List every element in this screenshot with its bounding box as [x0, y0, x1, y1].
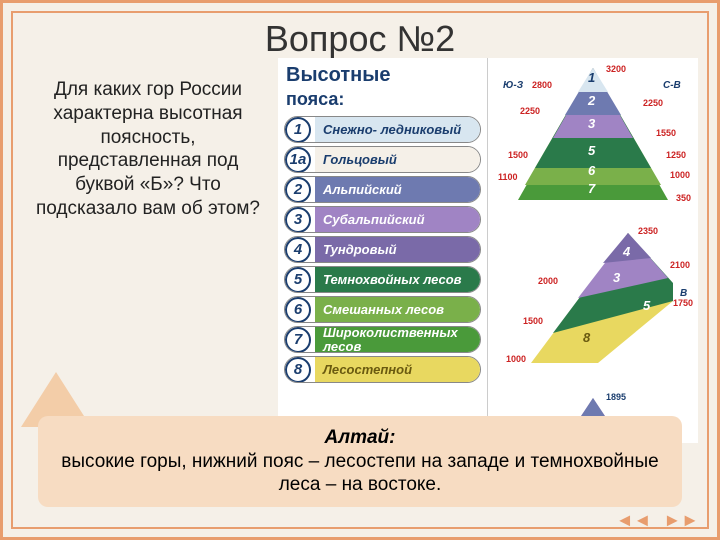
nav-controls: ◄◄ ►►	[616, 510, 699, 531]
legend-label: Снежно- ледниковый	[315, 117, 480, 142]
legend-row: 3Субальпийский	[284, 206, 481, 233]
question-text: Для каких гор России характерна высотная…	[33, 78, 263, 221]
a-b3: 3	[588, 116, 595, 131]
legend-header: Высотные	[278, 58, 487, 89]
legend-row: 8Лесостепной	[284, 356, 481, 383]
legend-label: Широколиственных лесов	[315, 327, 480, 352]
answer-title: Алтай:	[325, 427, 396, 448]
a-b7: 7	[588, 181, 595, 196]
a-re-1: 1550	[656, 128, 676, 138]
a-le-2: 1500	[508, 150, 528, 160]
a-le-0: 2800	[532, 80, 552, 90]
a-re-0: 2250	[643, 98, 663, 108]
legend-num: 4	[285, 237, 311, 263]
b-b3: 3	[613, 270, 620, 285]
chart-a-peak: 3200	[606, 64, 626, 74]
b-le-1: 1500	[523, 316, 543, 326]
legend-panel: Высотные пояса: 1Снежно- ледниковый1аГол…	[278, 58, 488, 443]
legend-row: 6Смешанных лесов	[284, 296, 481, 323]
b-b4: 4	[623, 244, 630, 259]
chart-c-peak: 1895	[606, 392, 626, 402]
chart-b-peak: 2350	[638, 226, 658, 236]
legend-list: 1Снежно- ледниковый1аГольцовый2Альпийски…	[278, 116, 487, 383]
a-re-3: 1000	[670, 170, 690, 180]
a-b1: 1	[588, 70, 595, 85]
legend-label: Смешанных лесов	[315, 297, 480, 322]
legend-num: 2	[285, 177, 311, 203]
charts-panel: А) 3200 Ю-З С-В 2800 2250 1500 1100 2250…	[488, 58, 698, 443]
legend-row: 1аГольцовый	[284, 146, 481, 173]
legend-row: 7Широколиственных лесов	[284, 326, 481, 353]
legend-label: Субальпийский	[315, 207, 480, 232]
legend-label: Лесостепной	[315, 357, 480, 382]
legend-row: 1Снежно- ледниковый	[284, 116, 481, 143]
a-b2: 2	[588, 93, 595, 108]
legend-label: Тундровый	[315, 237, 480, 262]
b-le-0: 2000	[538, 276, 558, 286]
legend-header2: пояса:	[278, 89, 487, 116]
b-b8: 8	[583, 330, 590, 345]
next-button[interactable]: ►►	[663, 510, 699, 531]
a-le-1: 2250	[520, 106, 540, 116]
chart-a-compass-r: С-В	[663, 80, 681, 91]
b-re-1: 1750	[673, 298, 693, 308]
legend-label: Темнохвойных лесов	[315, 267, 480, 292]
legend-num: 8	[285, 357, 311, 383]
legend-row: 5Темнохвойных лесов	[284, 266, 481, 293]
legend-label: Гольцовый	[315, 147, 480, 172]
chart-a-compass-l: Ю-З	[503, 80, 523, 91]
legend-num: 7	[285, 327, 311, 353]
b-b5: 5	[643, 298, 650, 313]
legend-num: 1а	[285, 147, 311, 173]
b-le-2: 1000	[506, 354, 526, 364]
a-b5: 5	[588, 143, 595, 158]
legend-row: 4Тундровый	[284, 236, 481, 263]
answer-box: Алтай: высокие горы, нижний пояс – лесос…	[38, 416, 682, 507]
legend-num: 1	[285, 117, 311, 143]
a-le-3: 1100	[498, 172, 518, 182]
legend-row: 2Альпийский	[284, 176, 481, 203]
question-title: Вопрос №2	[3, 18, 717, 60]
a-b6: 6	[588, 163, 595, 178]
b-re-0: 2100	[670, 260, 690, 270]
prev-button[interactable]: ◄◄	[616, 510, 652, 531]
legend-label: Альпийский	[315, 177, 480, 202]
legend-num: 5	[285, 267, 311, 293]
legend-num: 3	[285, 207, 311, 233]
answer-body: высокие горы, нижний пояс – лесостепи на…	[61, 451, 658, 496]
a-re-2: 1250	[666, 150, 686, 160]
legend-num: 6	[285, 297, 311, 323]
a-re-4: 350	[676, 193, 691, 203]
chart-b-svg	[493, 223, 693, 373]
